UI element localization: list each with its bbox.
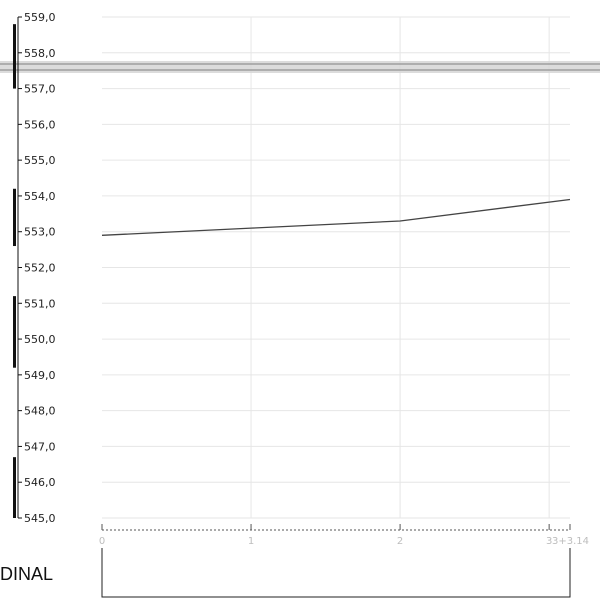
y-tick-label: 554,0 [24,190,56,203]
gridlines [102,16,570,519]
y-axis [13,16,22,519]
y-tick-label: 556,0 [24,118,56,131]
y-tick-labels: 559,0 558,0 557,0 556,0 555,0 554,0 553,0 552,0… [24,11,56,525]
x-tick-label: 1 [248,536,254,547]
overlay-band [0,61,600,73]
x-tick-labels: 0 1 2 3 3+3.14 [99,536,589,547]
x-tick-label: 2 [397,536,403,547]
y-tick-label: 546,0 [24,476,56,489]
y-axis-segment [13,296,16,368]
side-label: DINAL [0,564,53,584]
y-axis-segment [13,457,16,518]
series-line [101,198,571,236]
y-tick-label: 559,0 [24,11,56,24]
x-tick-label: 3+3.14 [552,536,589,547]
y-tick-label: 547,0 [24,440,56,453]
y-axis-segment [13,188,16,247]
y-tick-label: 551,0 [24,297,56,310]
y-tick-label: 548,0 [24,405,56,418]
series-layer [101,198,571,236]
y-tick-label: 550,0 [24,333,56,346]
x-axis [101,524,571,531]
y-tick-label: 552,0 [24,262,56,275]
band-fill [0,61,600,73]
bracket-line [101,548,571,598]
bottom-bracket [101,548,571,598]
y-tick-label: 545,0 [24,512,56,525]
y-tick-label: 555,0 [24,154,56,167]
y-axis-segment [13,24,16,89]
y-tick-label: 553,0 [24,226,56,239]
x-tick-label: 3 [546,536,552,547]
y-tick-label: 558,0 [24,47,56,60]
y-tick-label: 549,0 [24,369,56,382]
x-tick-label: 0 [99,536,105,547]
y-tick-label: 557,0 [24,83,56,96]
